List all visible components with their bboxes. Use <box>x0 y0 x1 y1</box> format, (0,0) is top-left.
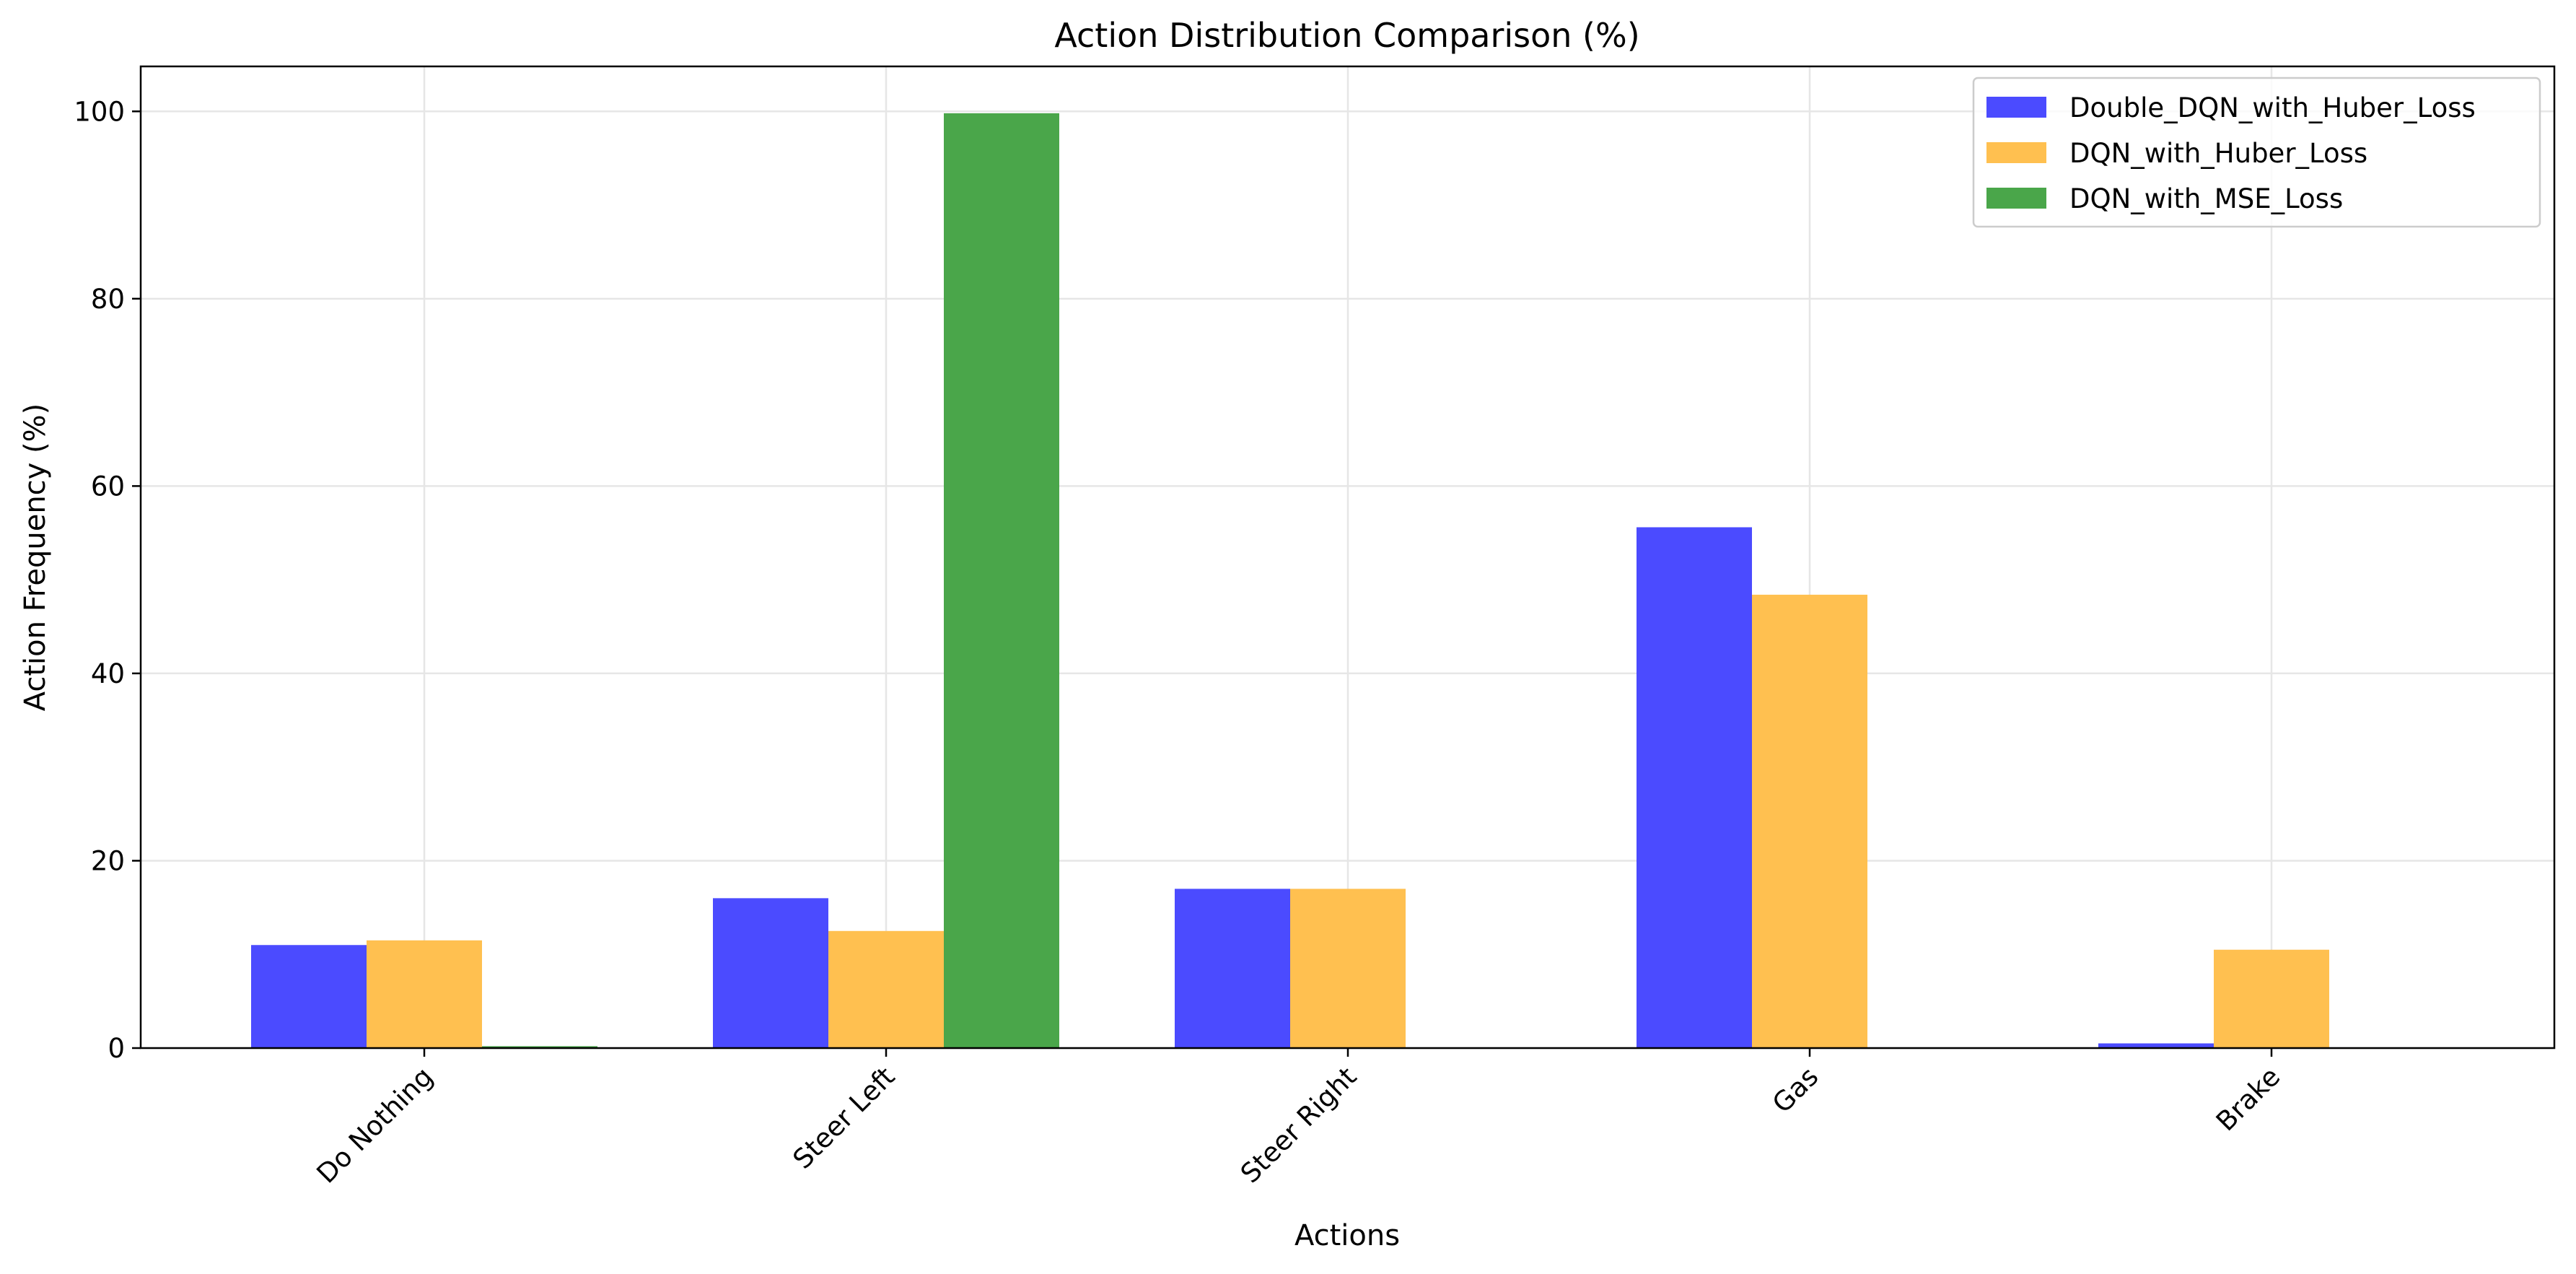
legend-swatch-dqn-huber <box>1986 142 2046 163</box>
legend-swatch-double-dqn-huber <box>1986 97 2046 118</box>
bars <box>251 113 2329 1048</box>
bar <box>482 1046 597 1048</box>
bar <box>2098 1043 2214 1048</box>
y-tick-label: 0 <box>108 1033 125 1064</box>
bar <box>944 113 1059 1048</box>
bar <box>367 940 482 1048</box>
legend-label-dqn-mse: DQN_with_MSE_Loss <box>2069 183 2343 214</box>
bar <box>713 898 828 1048</box>
legend-label-double-dqn-huber: Double_DQN_with_Huber_Loss <box>2069 92 2476 123</box>
bar <box>1290 889 1406 1048</box>
chart-title: Action Distribution Comparison (%) <box>1054 16 1639 55</box>
legend-label-dqn-huber: DQN_with_Huber_Loss <box>2069 138 2367 169</box>
bar <box>828 930 944 1048</box>
y-tick-label: 60 <box>91 471 125 502</box>
legend-box <box>1972 77 2541 228</box>
legend: Double_DQN_with_Huber_Loss DQN_with_Hube… <box>1972 77 2541 228</box>
y-tick-label: 80 <box>91 284 125 315</box>
bar <box>1637 527 1752 1048</box>
bar <box>1175 889 1290 1048</box>
y-tick-label: 20 <box>91 845 125 876</box>
x-axis-label: Actions <box>1294 1219 1400 1252</box>
bar <box>251 945 367 1048</box>
y-tick-label: 100 <box>74 96 125 127</box>
bar <box>1752 594 1867 1048</box>
y-tick-label: 40 <box>91 658 125 689</box>
legend-swatch-dqn-mse <box>1986 188 2046 209</box>
y-axis: 0 20 40 60 80 100 <box>74 96 141 1064</box>
y-axis-label: Action Frequency (%) <box>19 403 52 712</box>
bar <box>2214 949 2329 1048</box>
